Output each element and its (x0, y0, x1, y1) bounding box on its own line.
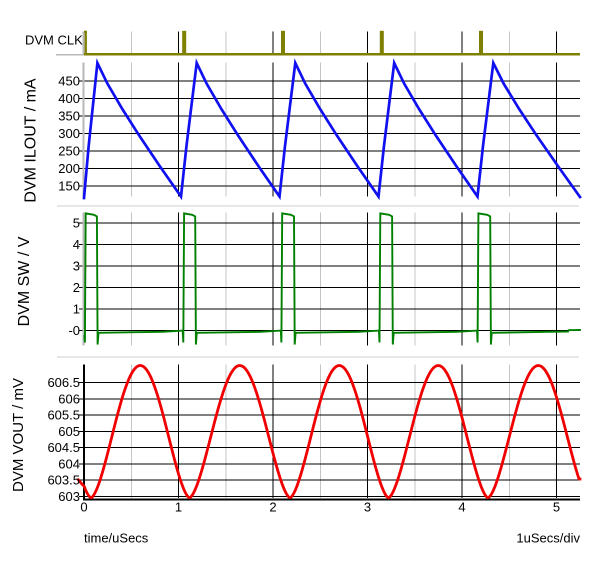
svg-text:1uSecs/div: 1uSecs/div (516, 531, 580, 546)
svg-text:150: 150 (58, 179, 80, 194)
svg-text:4: 4 (458, 500, 465, 515)
svg-text:5: 5 (553, 500, 560, 515)
svg-text:450: 450 (58, 73, 80, 88)
svg-text:603: 603 (58, 489, 80, 504)
svg-text:604: 604 (58, 456, 80, 471)
svg-text:250: 250 (58, 144, 80, 159)
svg-text:603.5: 603.5 (47, 473, 80, 488)
svg-text:2: 2 (73, 280, 80, 295)
svg-text:3: 3 (73, 258, 80, 273)
svg-text:4: 4 (73, 237, 80, 252)
svg-text:DVM VOUT / mV: DVM VOUT / mV (10, 378, 27, 492)
svg-text:606.5: 606.5 (47, 375, 80, 390)
svg-text:400: 400 (58, 91, 80, 106)
svg-text:604.5: 604.5 (47, 440, 80, 455)
svg-text:time/uSecs: time/uSecs (84, 531, 149, 546)
svg-text:DVM SW / V: DVM SW / V (16, 236, 33, 326)
svg-text:-0: -0 (68, 323, 80, 338)
svg-text:1: 1 (73, 301, 80, 316)
svg-text:605.5: 605.5 (47, 408, 80, 423)
svg-text:0: 0 (80, 500, 87, 515)
svg-text:200: 200 (58, 161, 80, 176)
svg-text:350: 350 (58, 108, 80, 123)
svg-text:300: 300 (58, 126, 80, 141)
svg-text:1: 1 (175, 500, 182, 515)
svg-text:606: 606 (58, 391, 80, 406)
svg-text:DVM ILOUT / mA: DVM ILOUT / mA (23, 78, 40, 202)
svg-text:DVM CLK: DVM CLK (25, 32, 83, 47)
svg-text:5: 5 (73, 215, 80, 230)
svg-text:2: 2 (269, 500, 276, 515)
svg-text:3: 3 (364, 500, 371, 515)
svg-text:605: 605 (58, 424, 80, 439)
